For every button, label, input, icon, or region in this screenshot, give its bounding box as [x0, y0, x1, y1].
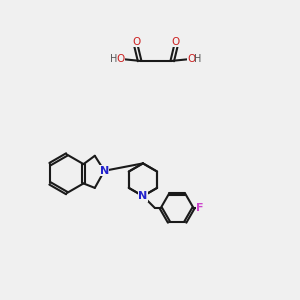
Text: N: N — [100, 166, 109, 176]
Text: N: N — [138, 191, 148, 201]
Text: O: O — [116, 54, 124, 64]
Text: O: O — [172, 37, 180, 46]
Text: O: O — [132, 37, 140, 46]
Text: F: F — [196, 203, 204, 213]
Text: H: H — [194, 54, 202, 64]
Text: H: H — [110, 54, 117, 64]
Text: O: O — [188, 54, 196, 64]
